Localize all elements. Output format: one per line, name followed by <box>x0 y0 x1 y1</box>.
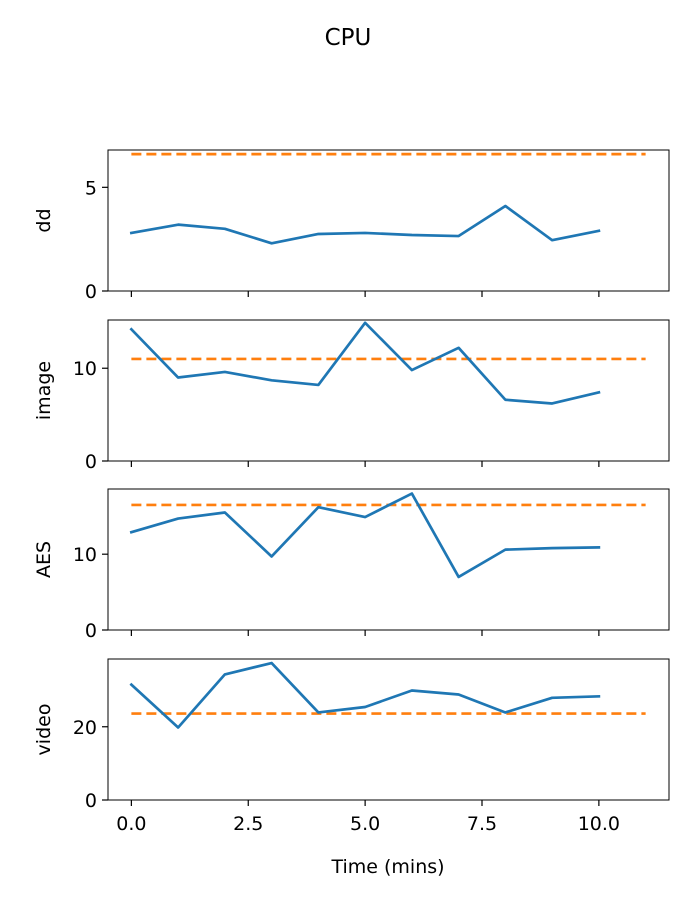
y-tick-label-dd: 5 <box>85 177 97 199</box>
subplot-dd: 0 5 dd <box>33 149 670 303</box>
series-line-dd <box>129 204 601 245</box>
series-line-image <box>129 321 601 405</box>
x-tick-label: 5.0 <box>350 813 380 835</box>
x-tick-label: 10.0 <box>578 813 620 835</box>
axes-frame-image <box>107 319 670 462</box>
subplot-video: 0 20 0.0 2.5 5.0 7.5 10.0 video <box>33 658 670 835</box>
figure-title: CPU <box>325 25 372 51</box>
series-line-video <box>129 661 601 729</box>
y-tick-label-AES: 0 <box>85 620 97 642</box>
y-axis-label-AES: AES <box>33 541 55 578</box>
y-axis-label-video: video <box>33 704 55 756</box>
y-axis-label-dd: dd <box>33 208 55 232</box>
subplot-image: 0 10 image <box>33 319 670 473</box>
subplot-AES: 0 10 AES <box>33 488 670 642</box>
y-tick-label-dd: 0 <box>85 281 97 303</box>
x-tick-label: 7.5 <box>467 813 497 835</box>
x-axis-label: Time (mins) <box>330 856 444 878</box>
axes-frame-dd <box>107 149 670 292</box>
y-tick-label-AES: 10 <box>73 544 97 566</box>
y-tick-label-video: 0 <box>85 790 97 812</box>
y-tick-label-image: 10 <box>73 358 97 380</box>
y-axis-label-image: image <box>33 361 55 420</box>
x-tick-label: 0.0 <box>116 813 146 835</box>
y-tick-label-video: 20 <box>73 717 97 739</box>
axes-frame-video <box>107 658 670 801</box>
axes-frame-AES <box>107 488 670 631</box>
x-tick-label: 2.5 <box>233 813 263 835</box>
y-tick-label-image: 0 <box>85 451 97 473</box>
subplot-panels: 0 5 dd 0 10 image 0 10 AES 0 20 0.0 2.5 5.0 7.5 10.0 vid… <box>33 149 670 835</box>
series-line-AES <box>129 492 601 579</box>
